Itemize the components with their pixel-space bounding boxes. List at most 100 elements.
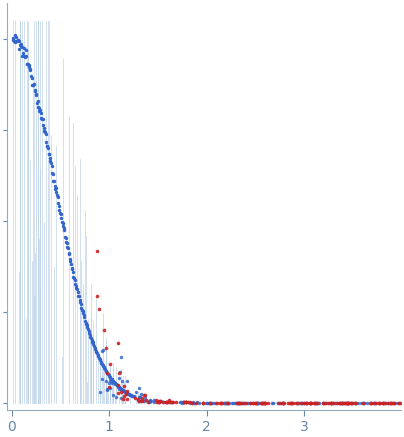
Point	[25, 62, 32, 69]
Point	[307, 399, 313, 406]
Point	[16, 38, 22, 45]
Point	[224, 399, 230, 406]
Point	[349, 399, 356, 406]
Point	[55, 194, 61, 201]
Point	[34, 97, 41, 104]
Point	[127, 392, 134, 399]
Point	[376, 399, 383, 406]
Point	[68, 264, 75, 271]
Point	[129, 392, 135, 399]
Point	[76, 297, 83, 304]
Point	[32, 87, 38, 94]
Point	[68, 261, 74, 268]
Point	[221, 399, 228, 406]
Point	[90, 339, 96, 346]
Point	[48, 160, 54, 167]
Point	[345, 399, 351, 406]
Point	[260, 399, 266, 406]
Point	[288, 399, 294, 406]
Point	[128, 392, 134, 399]
Point	[145, 399, 151, 406]
Point	[95, 352, 101, 359]
Point	[84, 322, 90, 329]
Point	[235, 399, 242, 406]
Point	[196, 399, 203, 406]
Point	[118, 395, 124, 402]
Point	[314, 399, 320, 406]
Point	[65, 244, 71, 251]
Point	[297, 399, 304, 406]
Point	[120, 393, 127, 400]
Point	[110, 392, 116, 399]
Point	[130, 392, 136, 399]
Point	[218, 399, 225, 406]
Point	[44, 142, 50, 149]
Point	[143, 397, 149, 404]
Point	[349, 399, 356, 406]
Point	[108, 380, 115, 387]
Point	[385, 399, 391, 406]
Point	[99, 361, 105, 368]
Point	[367, 399, 373, 406]
Point	[254, 399, 261, 406]
Point	[340, 399, 347, 406]
Point	[105, 371, 111, 378]
Point	[325, 399, 331, 406]
Point	[200, 399, 206, 406]
Point	[244, 399, 251, 406]
Point	[279, 399, 285, 406]
Point	[71, 275, 77, 282]
Point	[106, 378, 113, 385]
Point	[75, 292, 82, 299]
Point	[119, 378, 126, 385]
Point	[339, 399, 345, 406]
Point	[79, 306, 85, 313]
Point	[169, 399, 175, 406]
Point	[355, 399, 361, 406]
Point	[348, 399, 355, 406]
Point	[115, 381, 121, 388]
Point	[258, 399, 265, 406]
Point	[235, 399, 241, 406]
Point	[187, 399, 194, 406]
Point	[218, 399, 224, 406]
Point	[115, 383, 122, 390]
Point	[10, 35, 17, 42]
Point	[116, 385, 122, 392]
Point	[370, 399, 377, 406]
Point	[275, 399, 282, 406]
Point	[106, 373, 112, 380]
Point	[234, 399, 240, 406]
Point	[247, 399, 254, 406]
Point	[113, 382, 120, 388]
Point	[155, 397, 162, 404]
Point	[204, 399, 210, 406]
Point	[99, 375, 105, 382]
Point	[301, 399, 308, 406]
Point	[345, 399, 352, 406]
Point	[102, 368, 109, 375]
Point	[370, 399, 376, 406]
Point	[117, 369, 124, 376]
Point	[337, 399, 343, 406]
Point	[60, 222, 66, 229]
Point	[376, 399, 383, 406]
Point	[65, 250, 72, 257]
Point	[50, 178, 57, 185]
Point	[383, 399, 389, 406]
Point	[115, 340, 122, 347]
Point	[93, 347, 99, 354]
Point	[105, 380, 112, 387]
Point	[119, 386, 125, 393]
Point	[361, 399, 367, 406]
Point	[36, 104, 42, 111]
Point	[387, 399, 394, 406]
Point	[288, 399, 295, 406]
Point	[277, 399, 284, 406]
Point	[99, 361, 106, 368]
Point	[64, 244, 71, 251]
Point	[151, 399, 158, 406]
Point	[99, 346, 106, 353]
Point	[179, 399, 186, 406]
Point	[169, 399, 176, 406]
